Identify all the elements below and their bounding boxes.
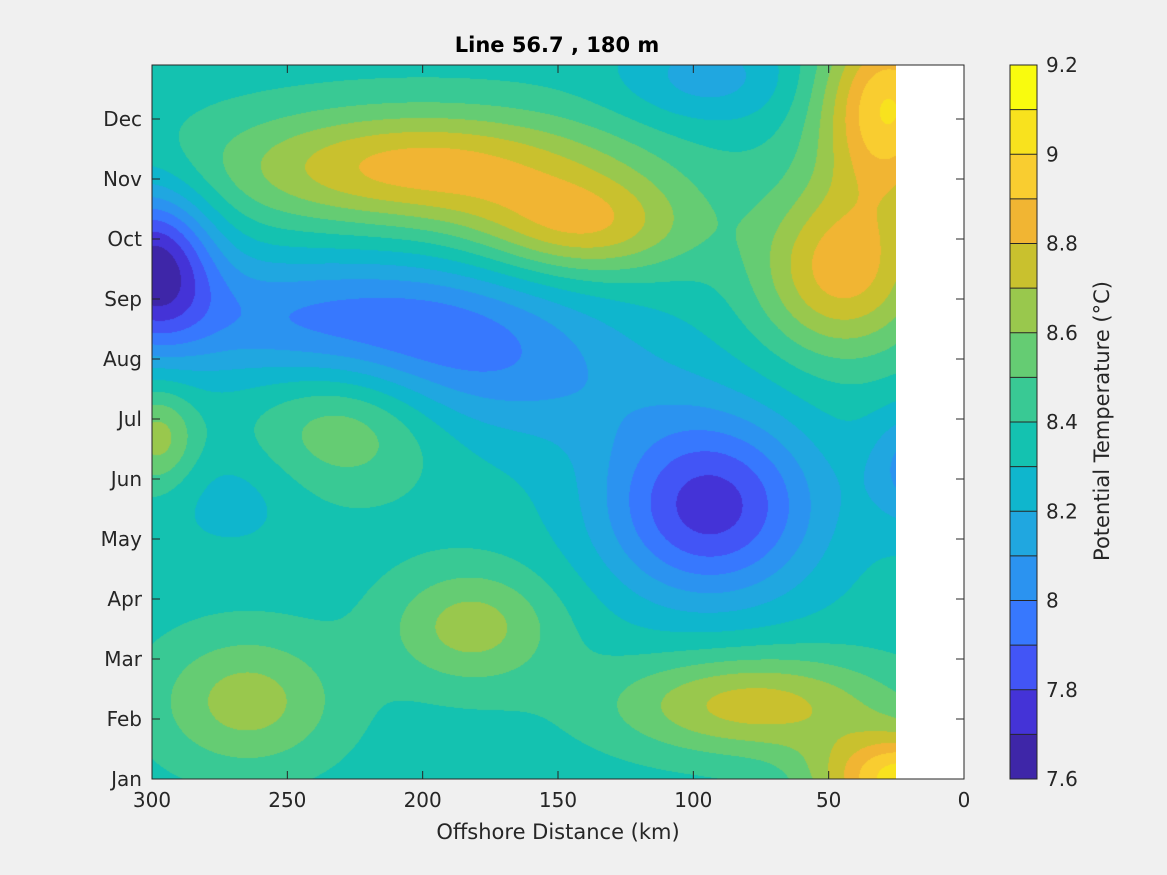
colorbar-swatch [1010,288,1037,334]
colorbar-swatch [1010,600,1037,646]
x-axis-title: Offshore Distance (km) [436,820,679,844]
contour-field [152,65,896,779]
y-tick-label: Dec [103,107,142,131]
y-tick-label: Sep [104,287,142,311]
colorbar-swatch [1010,734,1037,780]
colorbar-swatch [1010,466,1037,512]
colorbar-swatch [1010,109,1037,155]
x-tick-label: 0 [958,788,971,812]
colorbar-swatch [1010,332,1037,378]
colorbar-swatch [1010,377,1037,423]
chart-title: Line 56.7 , 180 m [455,33,660,57]
contour-image [152,65,896,779]
colorbar-tick-label: 9.2 [1046,53,1078,77]
x-tick-label: 300 [133,788,171,812]
y-tick-label: Jul [116,407,142,431]
colorbar-tick-label: 8.6 [1046,321,1078,345]
colorbar-swatch [1010,555,1037,601]
x-tick-label: 150 [539,788,577,812]
colorbar: 7.6 7.8 8 8.2 8.4 8.6 8.8 9 9.2 [1009,53,1078,791]
y-tick-label: May [101,527,143,551]
colorbar-swatch [1010,243,1037,289]
colorbar-swatch [1010,154,1037,200]
colorbar-swatch [1010,511,1037,557]
y-axis: Jan Feb Mar Apr May Jun Jul Aug Sep Oct Nov Dec [101,107,964,791]
y-tick-label: Mar [104,647,143,671]
colorbar-swatch [1010,422,1037,468]
colorbar-swatch [1010,645,1037,691]
y-tick-label: Feb [107,707,142,731]
x-tick-label: 250 [268,788,306,812]
x-tick-label: 200 [404,788,442,812]
y-tick-label: Jan [109,767,142,791]
colorbar-tick-label: 7.8 [1046,678,1078,702]
colorbar-tick-label: 9 [1046,142,1059,166]
y-tick-label: Jun [109,467,142,491]
colorbar-tick-label: 8.8 [1046,232,1078,256]
x-tick-label: 50 [816,788,841,812]
colorbar-swatch [1010,689,1037,735]
colorbar-tick-label: 8.2 [1046,499,1078,523]
y-tick-label: Nov [103,167,142,191]
colorbar-tick-label: 7.6 [1046,767,1078,791]
x-tick-label: 100 [674,788,712,812]
colorbar-swatch [1010,198,1037,244]
x-axis: 300 250 200 150 100 50 0 [133,65,970,812]
colorbar-frame [1009,64,1038,780]
y-tick-label: Oct [107,227,142,251]
y-tick-label: Apr [107,587,142,611]
y-tick-label: Aug [103,347,142,371]
colorbar-tick-label: 8 [1046,589,1059,613]
colorbar-tick-label: 8.4 [1046,410,1078,434]
colorbar-swatch [1010,65,1037,111]
colorbar-label: Potential Temperature (°C) [1090,281,1114,561]
